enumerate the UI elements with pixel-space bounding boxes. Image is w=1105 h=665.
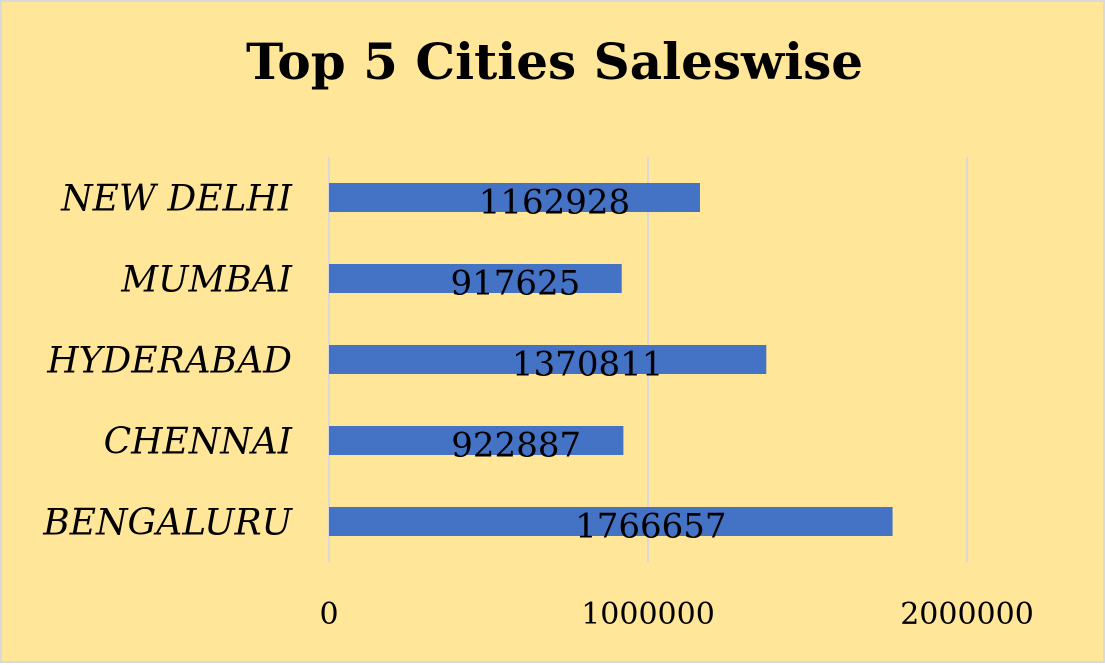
bar [329, 345, 767, 374]
chart-title: Top 5 Cities Saleswise [245, 32, 864, 91]
x-tick-label: 1000000 [581, 597, 715, 632]
value-label: 1766657 [575, 507, 726, 547]
bar [329, 264, 622, 293]
x-tick-label: 2000000 [900, 597, 1034, 632]
value-labels: 1162928 917625 1370811 922887 1766657 [450, 183, 726, 547]
category-label: CHENNAI [104, 422, 293, 463]
value-label: 1370811 [512, 345, 663, 385]
category-label: NEW DELHI [60, 179, 293, 220]
value-label: 1162928 [479, 183, 630, 223]
category-label: BENGALURU [42, 503, 293, 544]
category-label: MUMBAI [120, 260, 293, 301]
category-labels: NEW DELHI MUMBAI HYDERABAD CHENNAI BENGALURU [42, 179, 293, 544]
value-label: 922887 [451, 426, 581, 466]
value-label: 917625 [450, 264, 580, 304]
x-tick-label: 0 [319, 597, 338, 632]
category-label: HYDERABAD [46, 341, 292, 382]
bar [329, 426, 624, 455]
x-tick-labels: 0 1000000 2000000 [319, 597, 1033, 632]
bar [329, 183, 700, 212]
bars [329, 183, 893, 536]
bar [329, 507, 893, 536]
